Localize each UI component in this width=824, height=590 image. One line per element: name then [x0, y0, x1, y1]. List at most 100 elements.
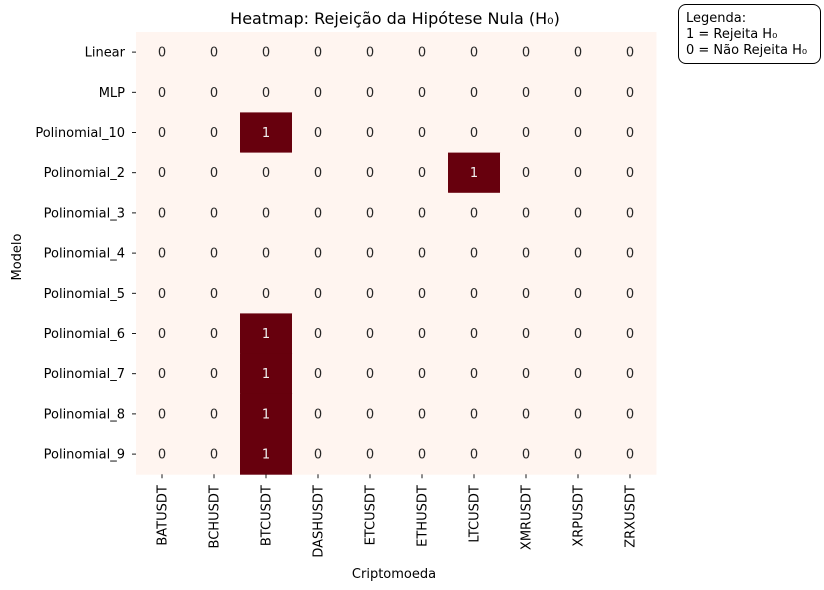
heatmap-cell [448, 273, 501, 314]
heatmap-cell [136, 273, 189, 314]
heatmap-cell [396, 313, 449, 355]
heatmap-cell [500, 434, 553, 475]
heatmap-cell [604, 393, 657, 435]
heatmap-cell [396, 192, 449, 234]
cell-value-label: 0 [158, 206, 166, 221]
cell-value-label: 0 [314, 367, 322, 382]
cell-value-label: 0 [418, 86, 426, 101]
heatmap-cell [448, 313, 501, 355]
heatmap-cell [500, 233, 553, 274]
cell-value-label: 0 [418, 367, 426, 382]
cell-value-label: 0 [574, 367, 582, 382]
cell-value-label: 0 [366, 327, 374, 342]
cell-value-label: 0 [366, 46, 374, 61]
x-tick-label: XRPUSDT [572, 485, 587, 547]
heatmap-cells [136, 32, 657, 475]
cell-value-label: 0 [210, 407, 218, 422]
cell-value-label: 0 [314, 166, 322, 181]
cell-value-label: 0 [158, 327, 166, 342]
cell-value-label: 0 [522, 407, 530, 422]
cell-value-label: 0 [574, 46, 582, 61]
cell-value-label: 0 [210, 448, 218, 463]
cell-value-label: 0 [366, 287, 374, 302]
heatmap-cell [500, 72, 553, 113]
heatmap-cell [396, 112, 449, 154]
heatmap-cell [344, 72, 397, 113]
cell-value-label: 0 [522, 287, 530, 302]
cell-value-label: 0 [158, 46, 166, 61]
cell-value-label: 0 [470, 247, 478, 262]
y-axis-ticks: Linear MLP Polinomial_10 Polinomial_2 Polino… [35, 46, 136, 463]
heatmap-cell [240, 32, 293, 73]
cell-value-label: 0 [314, 287, 322, 302]
cell-value-label: 0 [470, 287, 478, 302]
cell-value-label: 0 [418, 126, 426, 141]
cell-value-label: 0 [418, 46, 426, 61]
heatmap-cell [344, 152, 397, 194]
heatmap-cell [448, 233, 501, 274]
cell-value-label: 0 [262, 247, 270, 262]
cell-value-label: 0 [522, 206, 530, 221]
cell-value-label: 0 [522, 166, 530, 181]
cell-value-label: 0 [626, 287, 634, 302]
heatmap-cell [240, 152, 293, 194]
heatmap-cell [396, 393, 449, 435]
cell-value-label: 0 [626, 247, 634, 262]
cell-value-label: 0 [366, 126, 374, 141]
cell-value-label: 0 [574, 327, 582, 342]
heatmap-cell [136, 112, 189, 154]
cell-value-label: 0 [158, 448, 166, 463]
cell-value-label: 0 [210, 206, 218, 221]
heatmap-cell [292, 434, 345, 475]
cell-value-label: 0 [522, 126, 530, 141]
cell-value-label: 1 [262, 126, 270, 141]
cell-value-label: 0 [210, 327, 218, 342]
cell-value-label: 0 [418, 287, 426, 302]
heatmap-cell [240, 112, 293, 154]
cell-value-label: 0 [418, 327, 426, 342]
heatmap-cell [188, 112, 241, 154]
cell-value-label: 0 [626, 166, 634, 181]
heatmap-cell [604, 112, 657, 154]
cell-value-label: 0 [470, 327, 478, 342]
y-tick-label: Polinomial_5 [44, 287, 125, 302]
cell-value-label: 0 [314, 126, 322, 141]
heatmap-cell [604, 192, 657, 234]
heatmap-cell [188, 273, 241, 314]
legend-title: Legenda: [686, 11, 747, 26]
heatmap-cell [500, 112, 553, 154]
heatmap-cell [448, 393, 501, 435]
heatmap-cell [188, 152, 241, 194]
cell-value-label: 0 [470, 46, 478, 61]
x-tick-label: LTCUSDT [468, 485, 483, 542]
cell-value-label: 0 [314, 327, 322, 342]
heatmap-cell [136, 32, 189, 73]
heatmap-cell [188, 313, 241, 355]
heatmap-cell [448, 353, 501, 395]
cell-value-label: 0 [158, 247, 166, 262]
cell-value-label: 0 [626, 327, 634, 342]
cell-value-label: 0 [470, 448, 478, 463]
heatmap-cell [500, 273, 553, 314]
heatmap-cell [292, 192, 345, 234]
cell-value-label: 0 [574, 448, 582, 463]
y-tick-label: Polinomial_2 [44, 166, 125, 181]
cell-value-label: 0 [210, 287, 218, 302]
cell-value-label: 0 [314, 247, 322, 262]
cell-value-label: 0 [366, 206, 374, 221]
cell-value-label: 0 [366, 247, 374, 262]
cell-value-label: 0 [158, 126, 166, 141]
cell-value-label: 0 [366, 448, 374, 463]
cell-value-label: 0 [626, 407, 634, 422]
cell-value-label: 0 [574, 287, 582, 302]
heatmap-cell [552, 434, 605, 475]
heatmap-cell [292, 72, 345, 113]
cell-value-label: 1 [262, 448, 270, 463]
cell-value-label: 0 [262, 86, 270, 101]
heatmap-cell [292, 353, 345, 395]
heatmap-cell [344, 434, 397, 475]
x-tick-label: BCHUSDT [208, 485, 223, 548]
y-tick-label: Polinomial_4 [44, 247, 125, 262]
cell-value-label: 0 [314, 448, 322, 463]
